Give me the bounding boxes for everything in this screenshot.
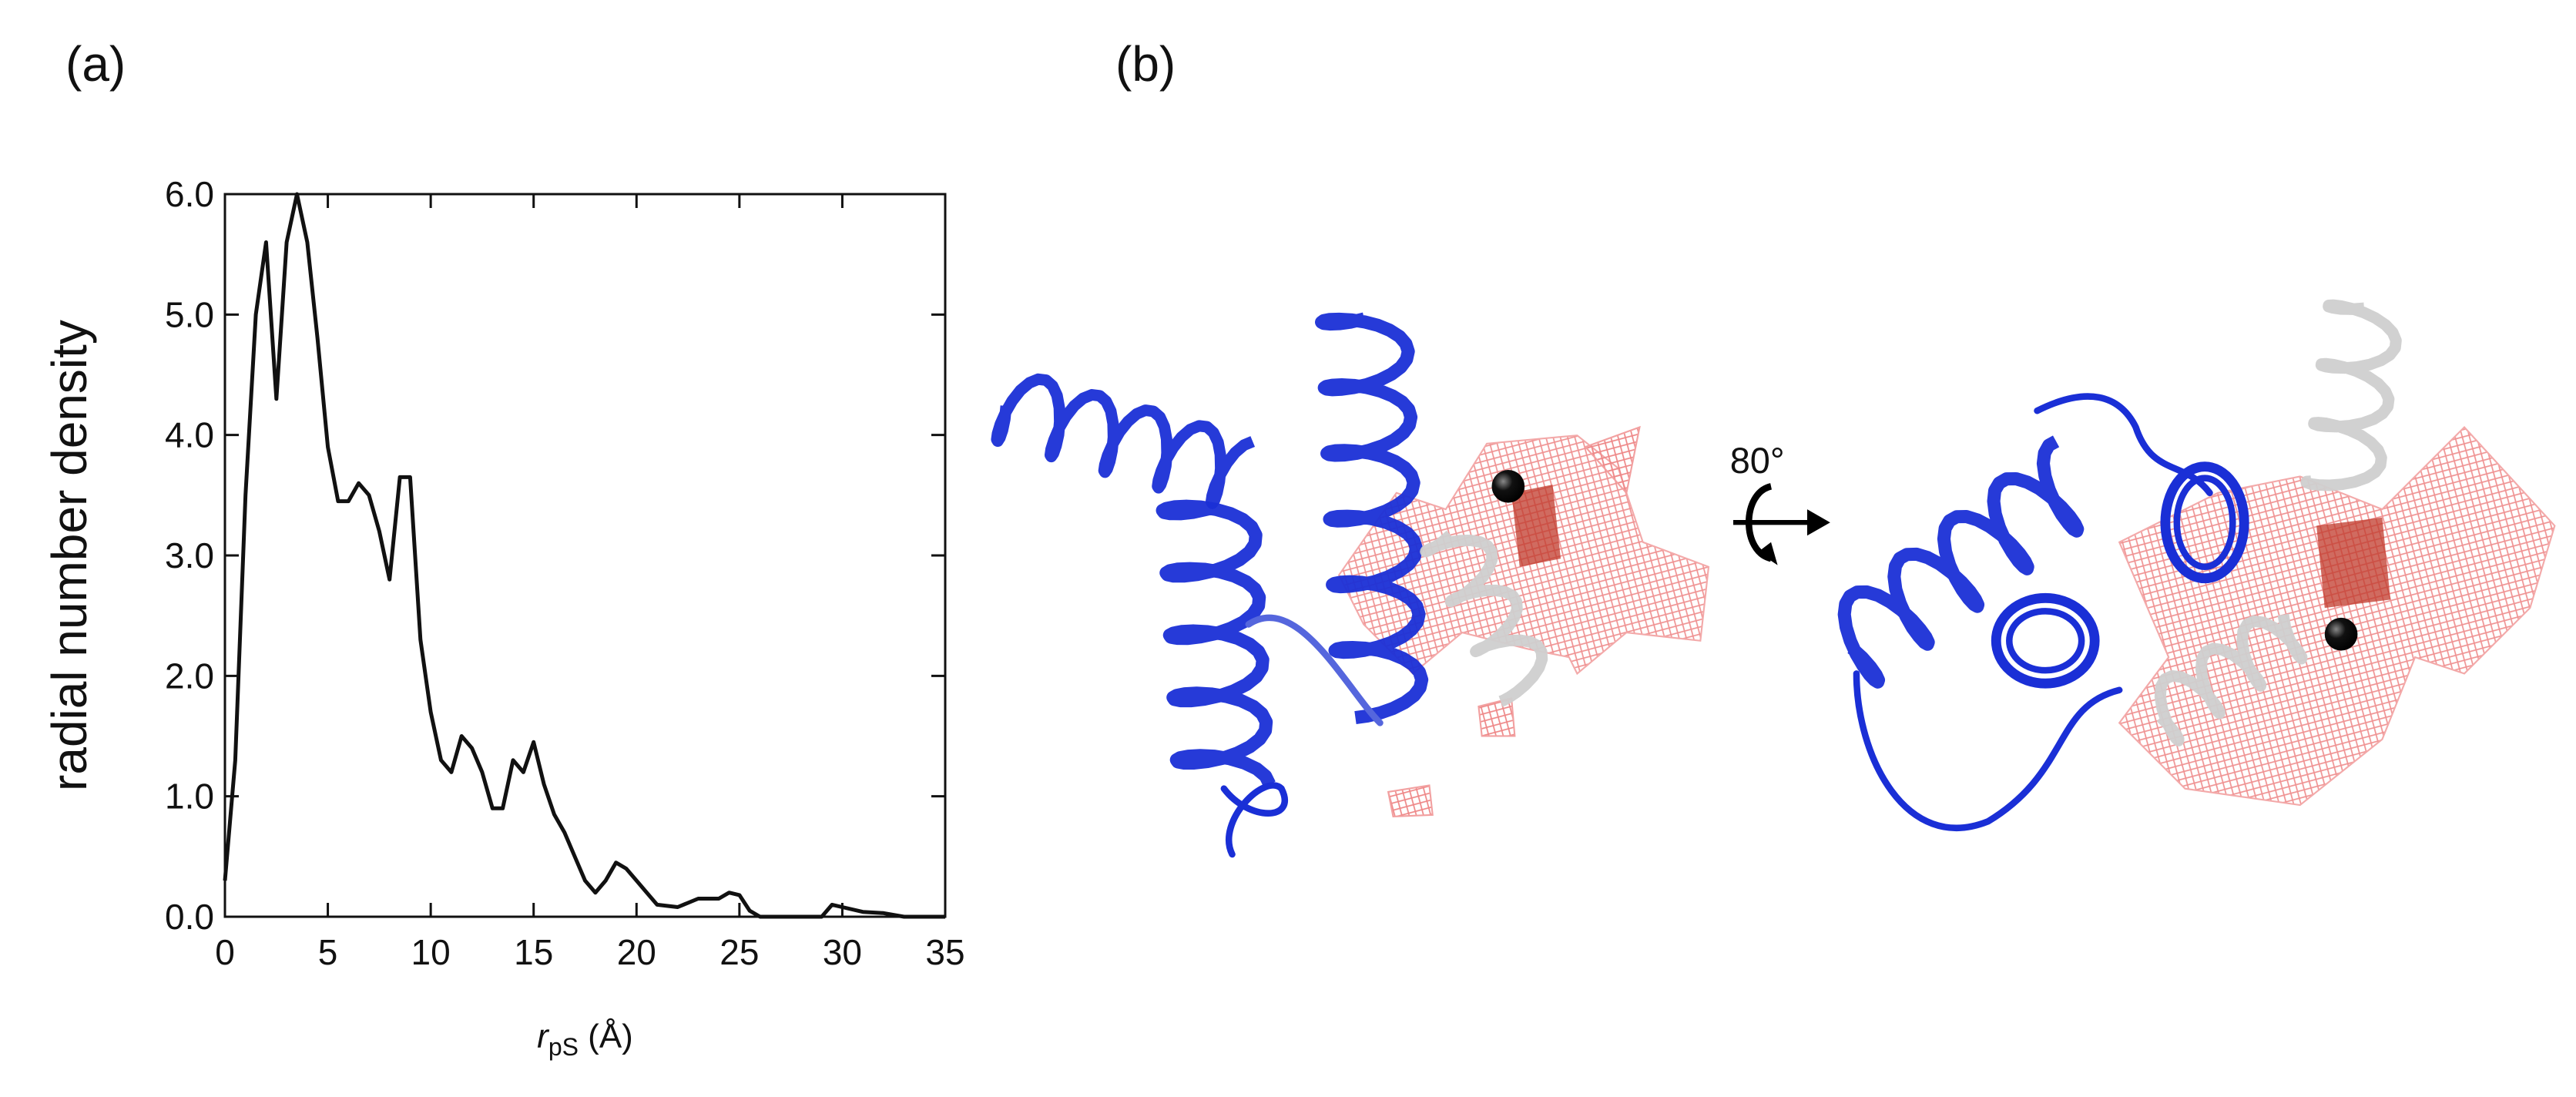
- x-label-unit: (Å): [579, 1018, 633, 1055]
- y-tick-label: 2.0: [165, 656, 214, 696]
- coil: [1220, 782, 1288, 858]
- coil: [1245, 614, 1384, 726]
- helix: [2154, 613, 2308, 746]
- data-line: [223, 192, 945, 919]
- line-chart: 0.0 1.0 2.0 3.0 4.0 5.0 6.0 0 5 10 15 20 25 30 35 radia…: [42, 174, 965, 1061]
- y-tick-label: 1.0: [165, 777, 214, 817]
- x-tick-label: 30: [823, 932, 862, 972]
- rotation-curl-head: [1757, 542, 1778, 565]
- panel-label: (b): [1115, 36, 1176, 92]
- sulfur-atom: [1491, 469, 1525, 503]
- y-tick-label: 5.0: [165, 294, 214, 334]
- x-tick-label: 35: [925, 932, 964, 972]
- helices: [991, 299, 2402, 858]
- helix: [991, 373, 1256, 509]
- y-tick-label: 6.0: [165, 174, 214, 214]
- y-axis-label: radial number density: [42, 320, 97, 791]
- coil: [1853, 670, 2123, 831]
- x-axis-label: rpS (Å): [537, 1018, 633, 1061]
- x-label-subscript: pS: [548, 1033, 579, 1061]
- panel-label: (a): [65, 36, 126, 92]
- helix: [2300, 299, 2402, 491]
- helix: [1420, 530, 1548, 707]
- x-tick-label: 10: [411, 932, 451, 972]
- rotation-label: 80°: [1730, 441, 1785, 481]
- helix-ring: [2006, 608, 2085, 674]
- y-tick-label: 4.0: [165, 415, 214, 455]
- x-tick-label: 5: [318, 932, 338, 972]
- plot-frame: [223, 193, 947, 918]
- x-tick-label: 20: [617, 932, 656, 972]
- helix-ring: [2160, 461, 2249, 584]
- helix: [1837, 435, 2085, 689]
- helix: [1315, 312, 1429, 725]
- x-tick-label: 0: [215, 932, 235, 972]
- y-tick-label: 3.0: [165, 535, 214, 575]
- y-tick-label: 0.0: [165, 897, 214, 937]
- protein-structures: 80°: [991, 299, 2556, 858]
- helix-ring: [2173, 475, 2236, 571]
- helix: [1156, 499, 1276, 787]
- helix-ring: [1991, 592, 2100, 689]
- rotation-arrow-head: [1806, 509, 1830, 536]
- x-tick-label: 15: [514, 932, 553, 972]
- x-tick-label: 25: [719, 932, 759, 972]
- x-label-symbol: r: [537, 1018, 550, 1055]
- sulfur-atom: [2324, 617, 2358, 651]
